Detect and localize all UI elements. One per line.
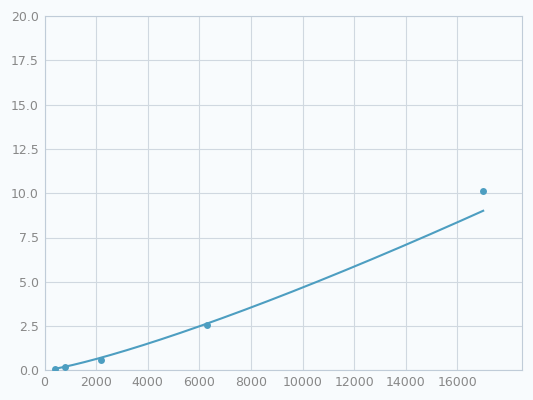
Point: [97, 356, 106, 363]
Point: [479, 188, 488, 195]
Point: [61, 364, 69, 370]
Point: [203, 322, 212, 328]
Point: [51, 365, 59, 372]
